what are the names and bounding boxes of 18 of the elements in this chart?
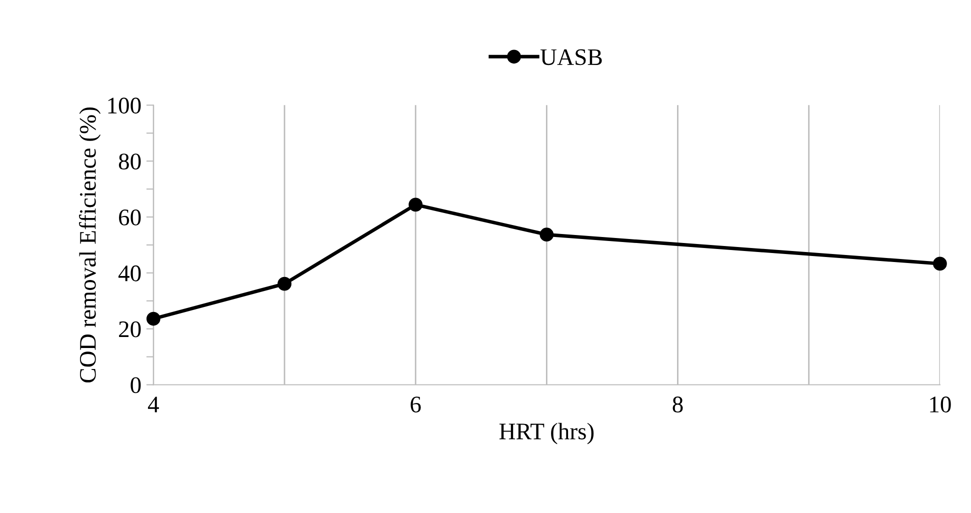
x-axis-title: HRT (hrs): [499, 422, 594, 444]
y-tick-label: 40: [118, 265, 141, 282]
legend-label: UASB: [540, 49, 602, 66]
y-tick-label: 60: [119, 209, 141, 226]
x-tick-label: 8: [672, 396, 683, 412]
point: [278, 276, 292, 291]
y-tick-label: 80: [118, 154, 141, 170]
y-tick-label: 20: [119, 321, 141, 338]
x-tick-label: 4: [148, 396, 159, 412]
point: [408, 198, 423, 212]
point: [146, 312, 160, 326]
point: [540, 228, 554, 242]
y-tick-label: 100: [108, 98, 141, 114]
x-tick-label: 10: [930, 396, 951, 412]
y-tick-label: 0: [130, 377, 141, 394]
point: [932, 256, 947, 271]
x-tick-label: 6: [410, 396, 421, 412]
y-axis-title: COD removal Efficience (%): [78, 108, 101, 382]
